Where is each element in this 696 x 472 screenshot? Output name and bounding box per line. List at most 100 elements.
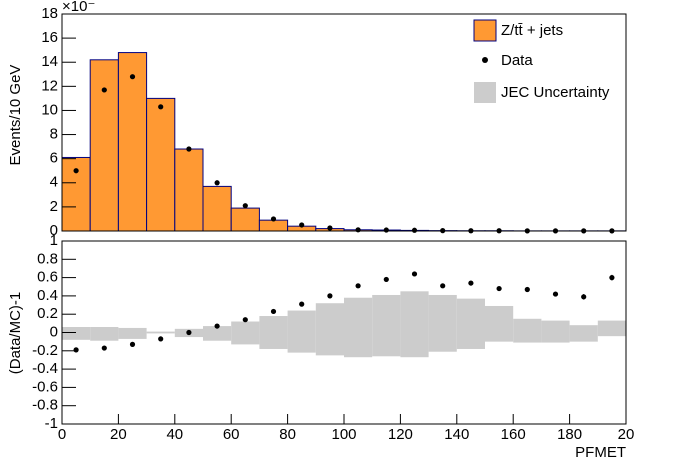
uncertainty-band — [231, 321, 260, 345]
y-tick-label: 18 — [41, 5, 58, 22]
y-tick-label: 12 — [41, 77, 58, 94]
y-axis-title: Events/10 GeV — [7, 65, 24, 166]
uncertainty-band — [569, 325, 598, 342]
plot-frame — [61, 240, 627, 425]
y-tick-label: 0.4 — [37, 287, 58, 304]
data-point — [214, 323, 220, 329]
x-tick-label: 0 — [58, 426, 66, 443]
histogram-bar — [146, 97, 176, 232]
y-tick-label: -0.8 — [32, 397, 58, 414]
data-point — [158, 336, 164, 342]
x-axis-title: PFMET — [575, 444, 626, 461]
data-point — [411, 227, 418, 233]
y-tick-label: 0.8 — [37, 250, 58, 267]
data-point — [496, 285, 502, 292]
y-tick-label: 10 — [41, 101, 58, 118]
histogram-bar — [117, 52, 148, 232]
axis-multiplier: ×10⁻ — [62, 0, 95, 15]
data-point — [355, 283, 361, 289]
y-tick-label: 0.2 — [37, 305, 58, 322]
uncertainty-band — [372, 294, 401, 357]
y-tick-label: -0.2 — [32, 342, 58, 359]
data-point — [440, 283, 446, 289]
y-tick-label: 0.6 — [37, 269, 58, 286]
legend-label: JEC Uncertainty — [501, 84, 610, 101]
data-point — [158, 104, 164, 110]
uncertainty-band — [146, 331, 175, 334]
data-point — [327, 225, 333, 231]
data-point — [327, 293, 333, 299]
data-point — [270, 308, 277, 315]
x-tick-label: 40 — [166, 426, 183, 443]
data-point — [468, 280, 474, 286]
uncertainty-band — [287, 310, 316, 353]
x-tick-label: 140 — [444, 426, 469, 443]
data-point — [552, 291, 559, 297]
y-tick-label: 2 — [50, 198, 58, 215]
data-point — [299, 222, 305, 228]
histogram-bar — [174, 148, 204, 232]
uncertainty-band — [428, 294, 457, 352]
y-tick-label: -0.6 — [32, 378, 58, 395]
y-tick-label: -0.4 — [32, 360, 58, 377]
legend-swatch — [473, 19, 497, 42]
y-tick-label: 0 — [50, 222, 58, 239]
y-tick-label: 4 — [50, 174, 58, 191]
legend-label: Data — [501, 52, 533, 69]
x-tick-label: 60 — [223, 426, 240, 443]
plot-frame — [61, 13, 627, 232]
data-point — [73, 347, 79, 353]
uncertainty-band — [513, 318, 542, 343]
x-tick-label: 20 — [618, 426, 635, 443]
data-point — [299, 301, 305, 307]
uncertainty-band — [118, 327, 147, 339]
uncertainty-band — [456, 298, 485, 349]
data-point — [101, 87, 107, 93]
x-tick-label: 100 — [331, 426, 356, 443]
y-tick-label: 0 — [50, 323, 58, 340]
data-point — [242, 317, 248, 323]
data-point — [383, 276, 389, 283]
uncertainty-band — [541, 320, 570, 343]
y-tick-label: -1 — [45, 415, 58, 432]
data-point — [186, 146, 192, 152]
uncertainty-band — [62, 327, 91, 340]
data-point — [129, 341, 136, 347]
x-tick-label: 80 — [279, 426, 296, 443]
histogram-bar — [258, 219, 289, 232]
data-point — [73, 168, 79, 174]
data-point — [242, 203, 248, 209]
data-point — [270, 216, 277, 222]
x-tick-label: 180 — [557, 426, 582, 443]
data-point — [355, 227, 361, 233]
histogram-bar — [202, 185, 232, 232]
uncertainty-band — [344, 297, 373, 358]
histogram-bar — [89, 59, 119, 232]
data-point — [524, 286, 530, 293]
y-tick-label: 14 — [41, 53, 58, 70]
uncertainty-band — [315, 303, 344, 356]
uncertainty-band — [597, 320, 626, 337]
histogram-bar — [230, 207, 260, 232]
uncertainty-band — [485, 305, 514, 342]
y-tick-label: 8 — [50, 126, 58, 143]
data-point — [186, 329, 192, 336]
uncertainty-band — [259, 316, 288, 349]
legend-swatch — [474, 82, 496, 103]
data-point — [129, 74, 136, 80]
y-tick-label: 1 — [50, 232, 58, 249]
legend-marker — [482, 57, 488, 63]
data-point — [214, 180, 220, 186]
y-tick-label: 16 — [41, 29, 58, 46]
legend-label: Z/tt̄ + jets — [501, 22, 563, 39]
data-point — [101, 345, 107, 351]
x-tick-label: 120 — [388, 426, 413, 443]
data-point — [383, 227, 389, 233]
y-axis-title: (Data/MC)-1 — [7, 292, 24, 375]
data-point — [609, 275, 615, 281]
y-tick-label: 6 — [50, 150, 58, 167]
uncertainty-band — [90, 327, 119, 341]
uncertainty-band — [203, 326, 232, 341]
x-tick-label: 20 — [110, 426, 127, 443]
